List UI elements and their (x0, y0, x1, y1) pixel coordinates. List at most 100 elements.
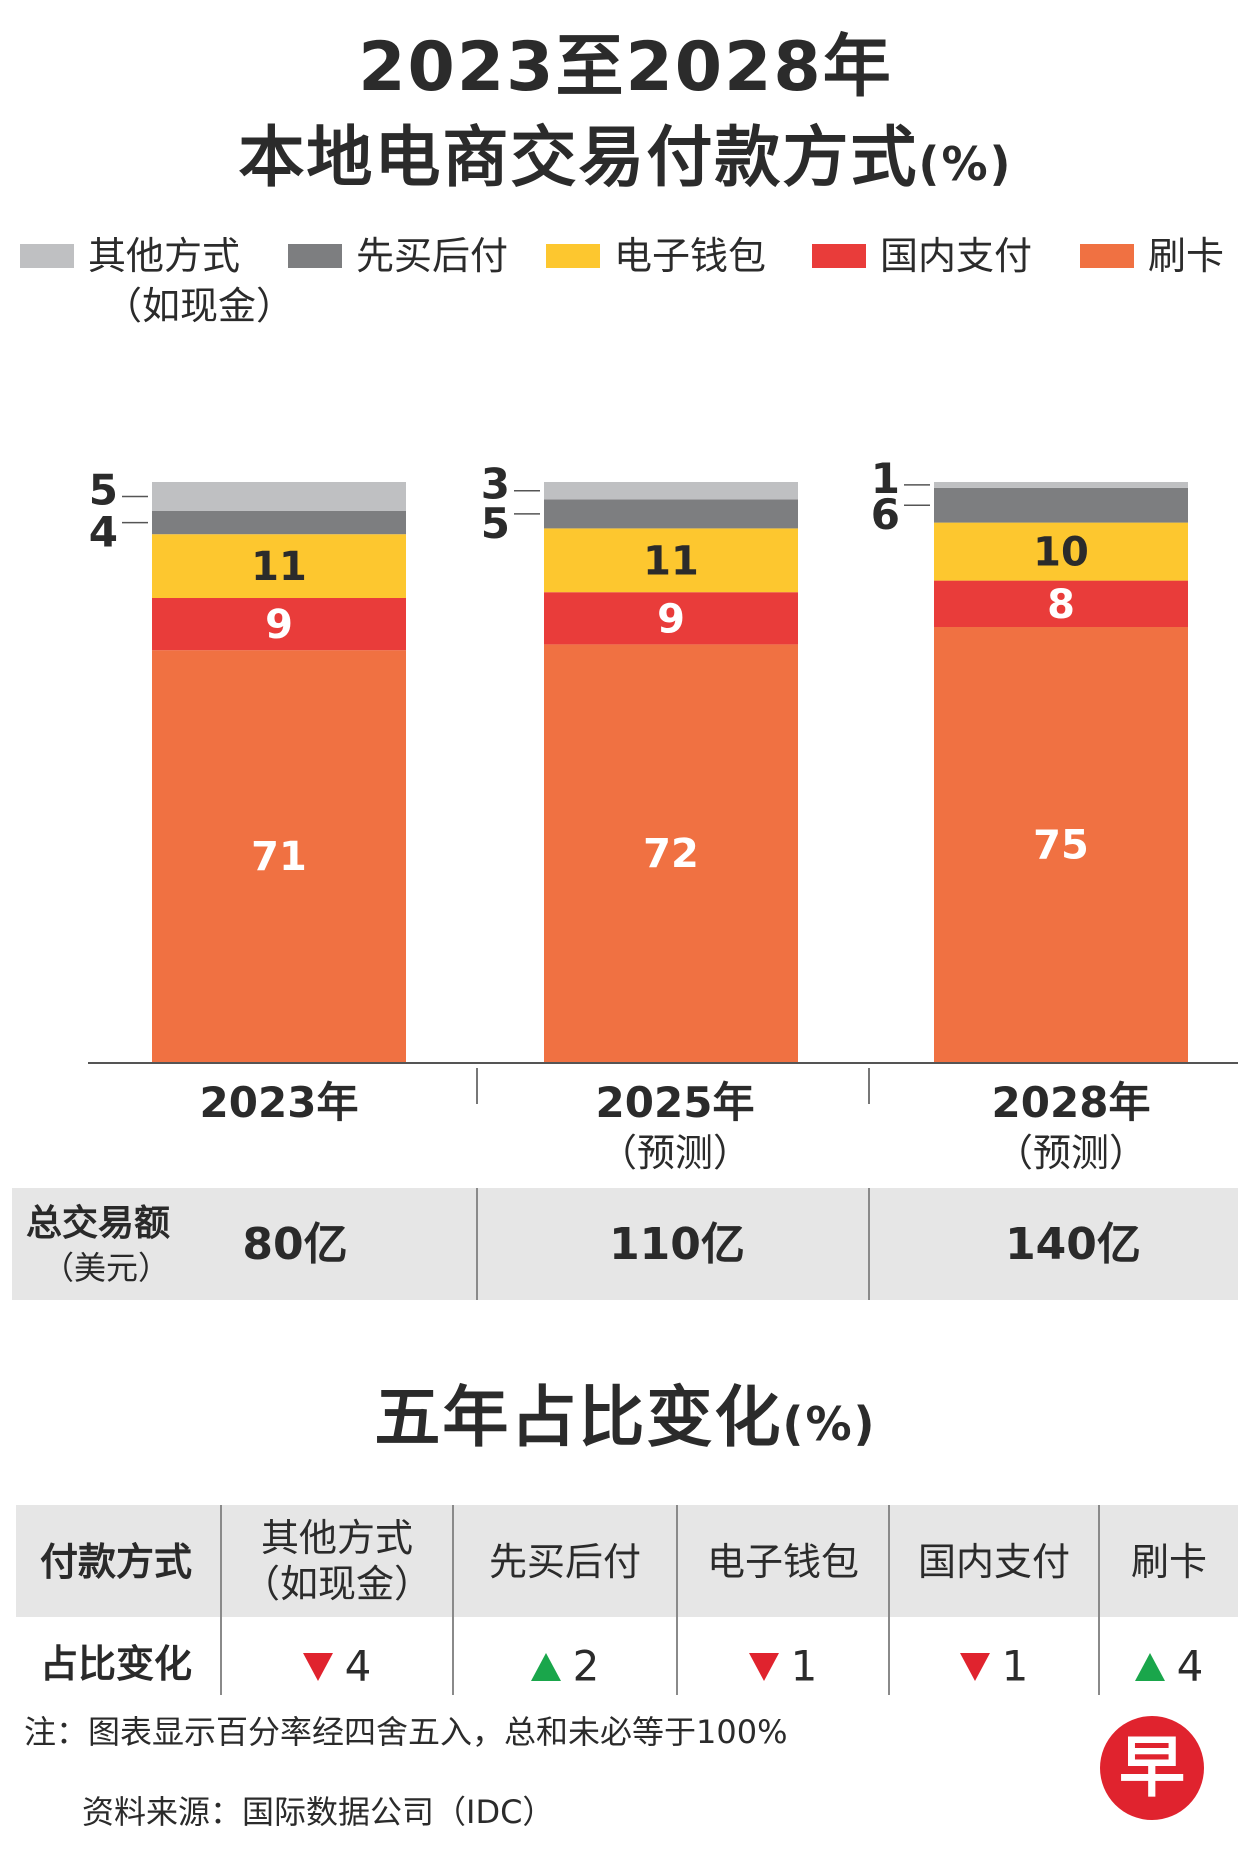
data-label-ewallet-1: 11 (643, 538, 699, 584)
data-label-card-1: 72 (643, 831, 699, 877)
data-label-other-2: 1 (871, 454, 900, 503)
change-value-text: 4 (344, 1641, 372, 1691)
legend-item-domestic: 国内支付 (812, 232, 1032, 280)
bar-segment-card-1 (544, 644, 798, 1062)
data-label-bnpl-0: 4 (89, 508, 118, 557)
bar-segment-card-2 (934, 627, 1188, 1062)
bar-segment-domestic-1 (544, 592, 798, 645)
chart-title-unit: (%) (918, 137, 1013, 191)
change-col-header-card: 刷卡 (1130, 1540, 1207, 1584)
totals-label: 总交易额 (26, 1203, 171, 1244)
down-triangle-icon (748, 1652, 779, 1681)
x-tick-label-2028: 2028年 (991, 1078, 1151, 1127)
bar-segment-other-0 (152, 482, 406, 511)
change-table-divider (676, 1505, 678, 1695)
change-table: 付款方式 占比变化 其他方式 （如现金） 先买后付 电子钱包 国内支付 刷卡 4… (16, 1505, 1238, 1695)
bar-segment-domestic-2 (934, 580, 1188, 627)
bar-segment-ewallet-0 (152, 534, 406, 598)
x-axis-divider (868, 1068, 870, 1104)
change-table-divider (1098, 1505, 1100, 1695)
totals-row: 总交易额 （美元） 80亿 110亿 140亿 (12, 1188, 1238, 1300)
data-label-bnpl-2: 6 (871, 490, 900, 539)
up-triangle-icon (530, 1652, 561, 1681)
change-table-divider (452, 1505, 454, 1695)
data-label-other-1: 3 (481, 460, 510, 509)
change-value-other: 4 (222, 1641, 452, 1690)
chart-title-line1: 2023至2028年 (358, 28, 893, 107)
legend-label-ewallet: 电子钱包 (614, 234, 767, 278)
legend-label-other: 其他方式 (88, 234, 241, 278)
change-col-header-ewallet: 电子钱包 (706, 1540, 859, 1584)
legend: 其他方式 （如现金） 先买后付 电子钱包 国内支付 刷卡 (0, 232, 1251, 332)
legend-item-bnpl: 先买后付 (288, 232, 508, 280)
source-note: 资料来源：国际数据公司（IDC） (82, 1793, 555, 1831)
totals-value-2028: 140亿 (1005, 1219, 1141, 1270)
data-label-card-2: 75 (1033, 823, 1089, 869)
down-triangle-icon (302, 1652, 333, 1681)
chart-title-line2: 本地电商交易付款方式(%) (0, 118, 1251, 204)
change-table-header-label: 付款方式 (40, 1540, 193, 1584)
legend-swatch-card (1080, 244, 1134, 268)
change-value-text: 2 (572, 1641, 600, 1691)
bar-segment-bnpl-0 (152, 511, 406, 535)
totals-value-2025: 110亿 (609, 1219, 745, 1270)
data-label-domestic-0: 9 (265, 602, 293, 648)
bar-segment-ewallet-1 (544, 528, 798, 593)
change-value-card: 4 (1100, 1641, 1238, 1690)
change-table-divider (220, 1505, 222, 1695)
change-table-divider (888, 1505, 890, 1695)
totals-divider (868, 1188, 870, 1300)
data-label-domestic-1: 9 (657, 596, 685, 642)
totals-divider (476, 1188, 478, 1300)
bar-segment-bnpl-1 (544, 499, 798, 529)
change-title-unit: (%) (782, 1397, 877, 1451)
data-label-ewallet-2: 10 (1033, 530, 1089, 576)
legend-item-other: 其他方式 （如现金） (20, 232, 294, 328)
change-value-text: 1 (1001, 1641, 1029, 1691)
bar-segment-other-1 (544, 482, 798, 500)
change-table-header-bg (16, 1505, 1238, 1617)
change-value-domestic: 1 (890, 1641, 1098, 1690)
change-col-subheader-other: （如现金） (241, 1562, 432, 1606)
bar-segment-domestic-0 (152, 598, 406, 651)
change-col-header-bnpl: 先买后付 (488, 1540, 641, 1584)
totals-sublabel: （美元） (42, 1249, 171, 1287)
bar-segment-other-2 (934, 482, 1188, 488)
change-col-header-other: 其他方式 (260, 1516, 413, 1560)
data-label-bnpl-1: 5 (481, 499, 510, 548)
data-label-other-0: 5 (89, 466, 118, 515)
x-axis-divider (476, 1068, 478, 1104)
change-value-text: 1 (790, 1641, 818, 1691)
legend-swatch-other (20, 244, 74, 268)
x-tick-label-2025: 2025年 (595, 1078, 755, 1127)
legend-swatch-bnpl (288, 244, 342, 268)
change-col-header-domestic: 国内支付 (917, 1540, 1070, 1584)
legend-item-card: 刷卡 (1080, 232, 1224, 280)
footnote: 注：图表显示百分率经四舍五入，总和未必等于100% (24, 1713, 788, 1751)
change-title-text: 五年占比变化 (374, 1379, 783, 1456)
bar-segment-card-0 (152, 650, 406, 1062)
x-tick-label-2023: 2023年 (199, 1078, 359, 1127)
change-value-text: 4 (1176, 1641, 1204, 1691)
x-tick-note-2028: （预测） (994, 1131, 1147, 1175)
legend-swatch-ewallet (546, 244, 600, 268)
change-value-ewallet: 1 (678, 1641, 888, 1690)
bar-segment-ewallet-2 (934, 522, 1188, 581)
chart-title-text: 本地电商交易付款方式 (238, 119, 919, 196)
change-title: 五年占比变化(%) (0, 1378, 1251, 1464)
bar-segment-bnpl-2 (934, 487, 1188, 523)
change-table-row-label: 占比变化 (40, 1642, 193, 1686)
legend-swatch-domestic (812, 244, 866, 268)
change-value-bnpl: 2 (454, 1641, 676, 1690)
legend-label-domestic: 国内支付 (880, 234, 1033, 278)
data-label-card-0: 71 (251, 834, 307, 880)
totals-value-2023: 80亿 (242, 1219, 348, 1270)
legend-label-card: 刷卡 (1148, 234, 1225, 278)
up-triangle-icon (1134, 1652, 1165, 1681)
data-label-domestic-2: 8 (1047, 582, 1075, 628)
legend-item-ewallet: 电子钱包 (546, 232, 766, 280)
legend-sublabel-other: （如现金） (104, 284, 295, 328)
x-tick-note-2025: （预测） (598, 1131, 751, 1175)
data-label-ewallet-0: 11 (251, 544, 307, 590)
